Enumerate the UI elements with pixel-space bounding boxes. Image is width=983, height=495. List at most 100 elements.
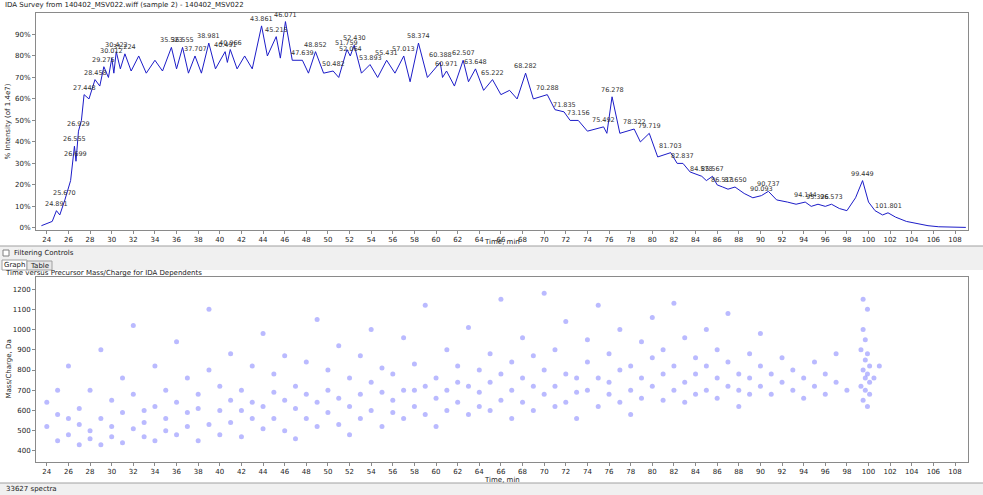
svg-text:63.648: 63.648 [464, 58, 487, 66]
svg-text:48: 48 [302, 236, 311, 244]
svg-text:108: 108 [948, 468, 961, 476]
svg-text:55.431: 55.431 [375, 49, 398, 57]
svg-text:48: 48 [302, 468, 311, 476]
svg-text:85.567: 85.567 [701, 165, 724, 173]
svg-text:108: 108 [948, 236, 961, 244]
svg-text:82: 82 [669, 468, 678, 476]
svg-text:90: 90 [756, 236, 765, 244]
svg-text:72: 72 [561, 236, 570, 244]
svg-text:40.491: 40.491 [214, 41, 237, 49]
svg-text:76: 76 [605, 468, 614, 476]
svg-text:24: 24 [42, 468, 51, 476]
svg-text:27.448: 27.448 [73, 84, 96, 92]
svg-text:60: 60 [432, 468, 441, 476]
svg-text:95.326: 95.326 [806, 193, 829, 201]
svg-text:1200: 1200 [13, 286, 31, 294]
svg-text:98: 98 [842, 468, 851, 476]
svg-text:500: 500 [17, 427, 30, 435]
svg-text:Time, min: Time, min [484, 476, 520, 484]
svg-text:30.422: 30.422 [105, 41, 128, 49]
svg-text:90.737: 90.737 [757, 180, 780, 188]
svg-text:24.891: 24.891 [45, 200, 68, 208]
svg-text:26: 26 [64, 468, 73, 476]
svg-text:38.981: 38.981 [197, 32, 220, 40]
svg-text:98: 98 [842, 236, 851, 244]
svg-text:52: 52 [345, 236, 354, 244]
svg-text:31.224: 31.224 [113, 43, 136, 51]
svg-text:96.573: 96.573 [820, 193, 843, 201]
svg-text:38: 38 [194, 468, 203, 476]
svg-text:% Intensity (of 1.4e7): % Intensity (of 1.4e7) [4, 83, 12, 159]
svg-text:46: 46 [280, 236, 289, 244]
svg-text:58: 58 [410, 468, 419, 476]
svg-text:60.388: 60.388 [429, 51, 452, 59]
svg-text:80: 80 [648, 468, 657, 476]
svg-text:71.835: 71.835 [553, 101, 576, 109]
svg-text:24: 24 [42, 236, 51, 244]
svg-text:70%: 70% [15, 74, 31, 82]
svg-text:86: 86 [713, 236, 722, 244]
svg-text:28: 28 [86, 468, 95, 476]
svg-text:100: 100 [862, 236, 875, 244]
svg-text:Mass/Charge, Da: Mass/Charge, Da [5, 339, 13, 398]
svg-text:70.288: 70.288 [536, 84, 559, 92]
svg-text:50.482: 50.482 [322, 60, 345, 68]
svg-text:100: 100 [862, 468, 875, 476]
svg-text:40: 40 [215, 468, 224, 476]
svg-text:102: 102 [883, 236, 896, 244]
svg-text:65.222: 65.222 [481, 69, 504, 77]
svg-text:82.837: 82.837 [671, 152, 694, 160]
svg-text:47.639: 47.639 [291, 49, 314, 57]
svg-text:92: 92 [778, 236, 787, 244]
svg-text:43.861: 43.861 [250, 15, 273, 23]
svg-text:0%: 0% [19, 224, 30, 232]
svg-text:84.578: 84.578 [690, 165, 713, 173]
svg-text:54: 54 [367, 468, 376, 476]
svg-text:78.322: 78.322 [623, 118, 646, 126]
svg-text:66: 66 [496, 236, 505, 244]
svg-text:30.012: 30.012 [100, 47, 123, 55]
svg-text:IDA Survey from 140402_MSV022.: IDA Survey from 140402_MSV022.wiff (samp… [5, 1, 244, 9]
svg-text:60%: 60% [15, 95, 31, 103]
svg-text:80%: 80% [15, 52, 31, 60]
svg-text:26.699: 26.699 [64, 150, 87, 158]
svg-text:74: 74 [583, 236, 592, 244]
svg-text:50: 50 [323, 236, 332, 244]
svg-text:62: 62 [453, 468, 462, 476]
svg-text:30%: 30% [15, 160, 31, 168]
svg-text:81.703: 81.703 [659, 142, 682, 150]
svg-text:50: 50 [323, 468, 332, 476]
svg-text:56: 56 [388, 468, 397, 476]
svg-text:87.650: 87.650 [724, 176, 747, 184]
svg-text:26.929: 26.929 [67, 120, 90, 128]
svg-text:68: 68 [518, 236, 527, 244]
svg-text:37.707: 37.707 [184, 45, 207, 53]
svg-text:70: 70 [540, 236, 549, 244]
svg-text:36.555: 36.555 [171, 36, 194, 44]
svg-text:30: 30 [107, 236, 116, 244]
svg-text:104: 104 [905, 236, 919, 244]
svg-text:106: 106 [927, 468, 941, 476]
svg-text:60: 60 [432, 236, 441, 244]
svg-text:73.156: 73.156 [567, 109, 590, 117]
svg-text:78: 78 [626, 236, 635, 244]
svg-text:44: 44 [259, 468, 268, 476]
svg-text:38: 38 [194, 236, 203, 244]
svg-text:36: 36 [172, 236, 181, 244]
svg-text:92: 92 [778, 468, 787, 476]
svg-text:56: 56 [388, 236, 397, 244]
svg-text:42: 42 [237, 236, 246, 244]
svg-text:58.374: 58.374 [407, 32, 430, 40]
svg-text:90%: 90% [15, 31, 31, 39]
svg-text:76.278: 76.278 [601, 86, 624, 94]
svg-text:40: 40 [215, 236, 224, 244]
svg-text:90: 90 [756, 468, 765, 476]
svg-text:52: 52 [345, 468, 354, 476]
svg-text:26.555: 26.555 [63, 135, 86, 143]
svg-text:99.449: 99.449 [851, 170, 874, 178]
svg-text:94: 94 [799, 236, 808, 244]
svg-text:50%: 50% [15, 117, 31, 125]
svg-text:62: 62 [453, 236, 462, 244]
svg-text:45.215: 45.215 [265, 26, 288, 34]
svg-text:10%: 10% [15, 203, 31, 211]
